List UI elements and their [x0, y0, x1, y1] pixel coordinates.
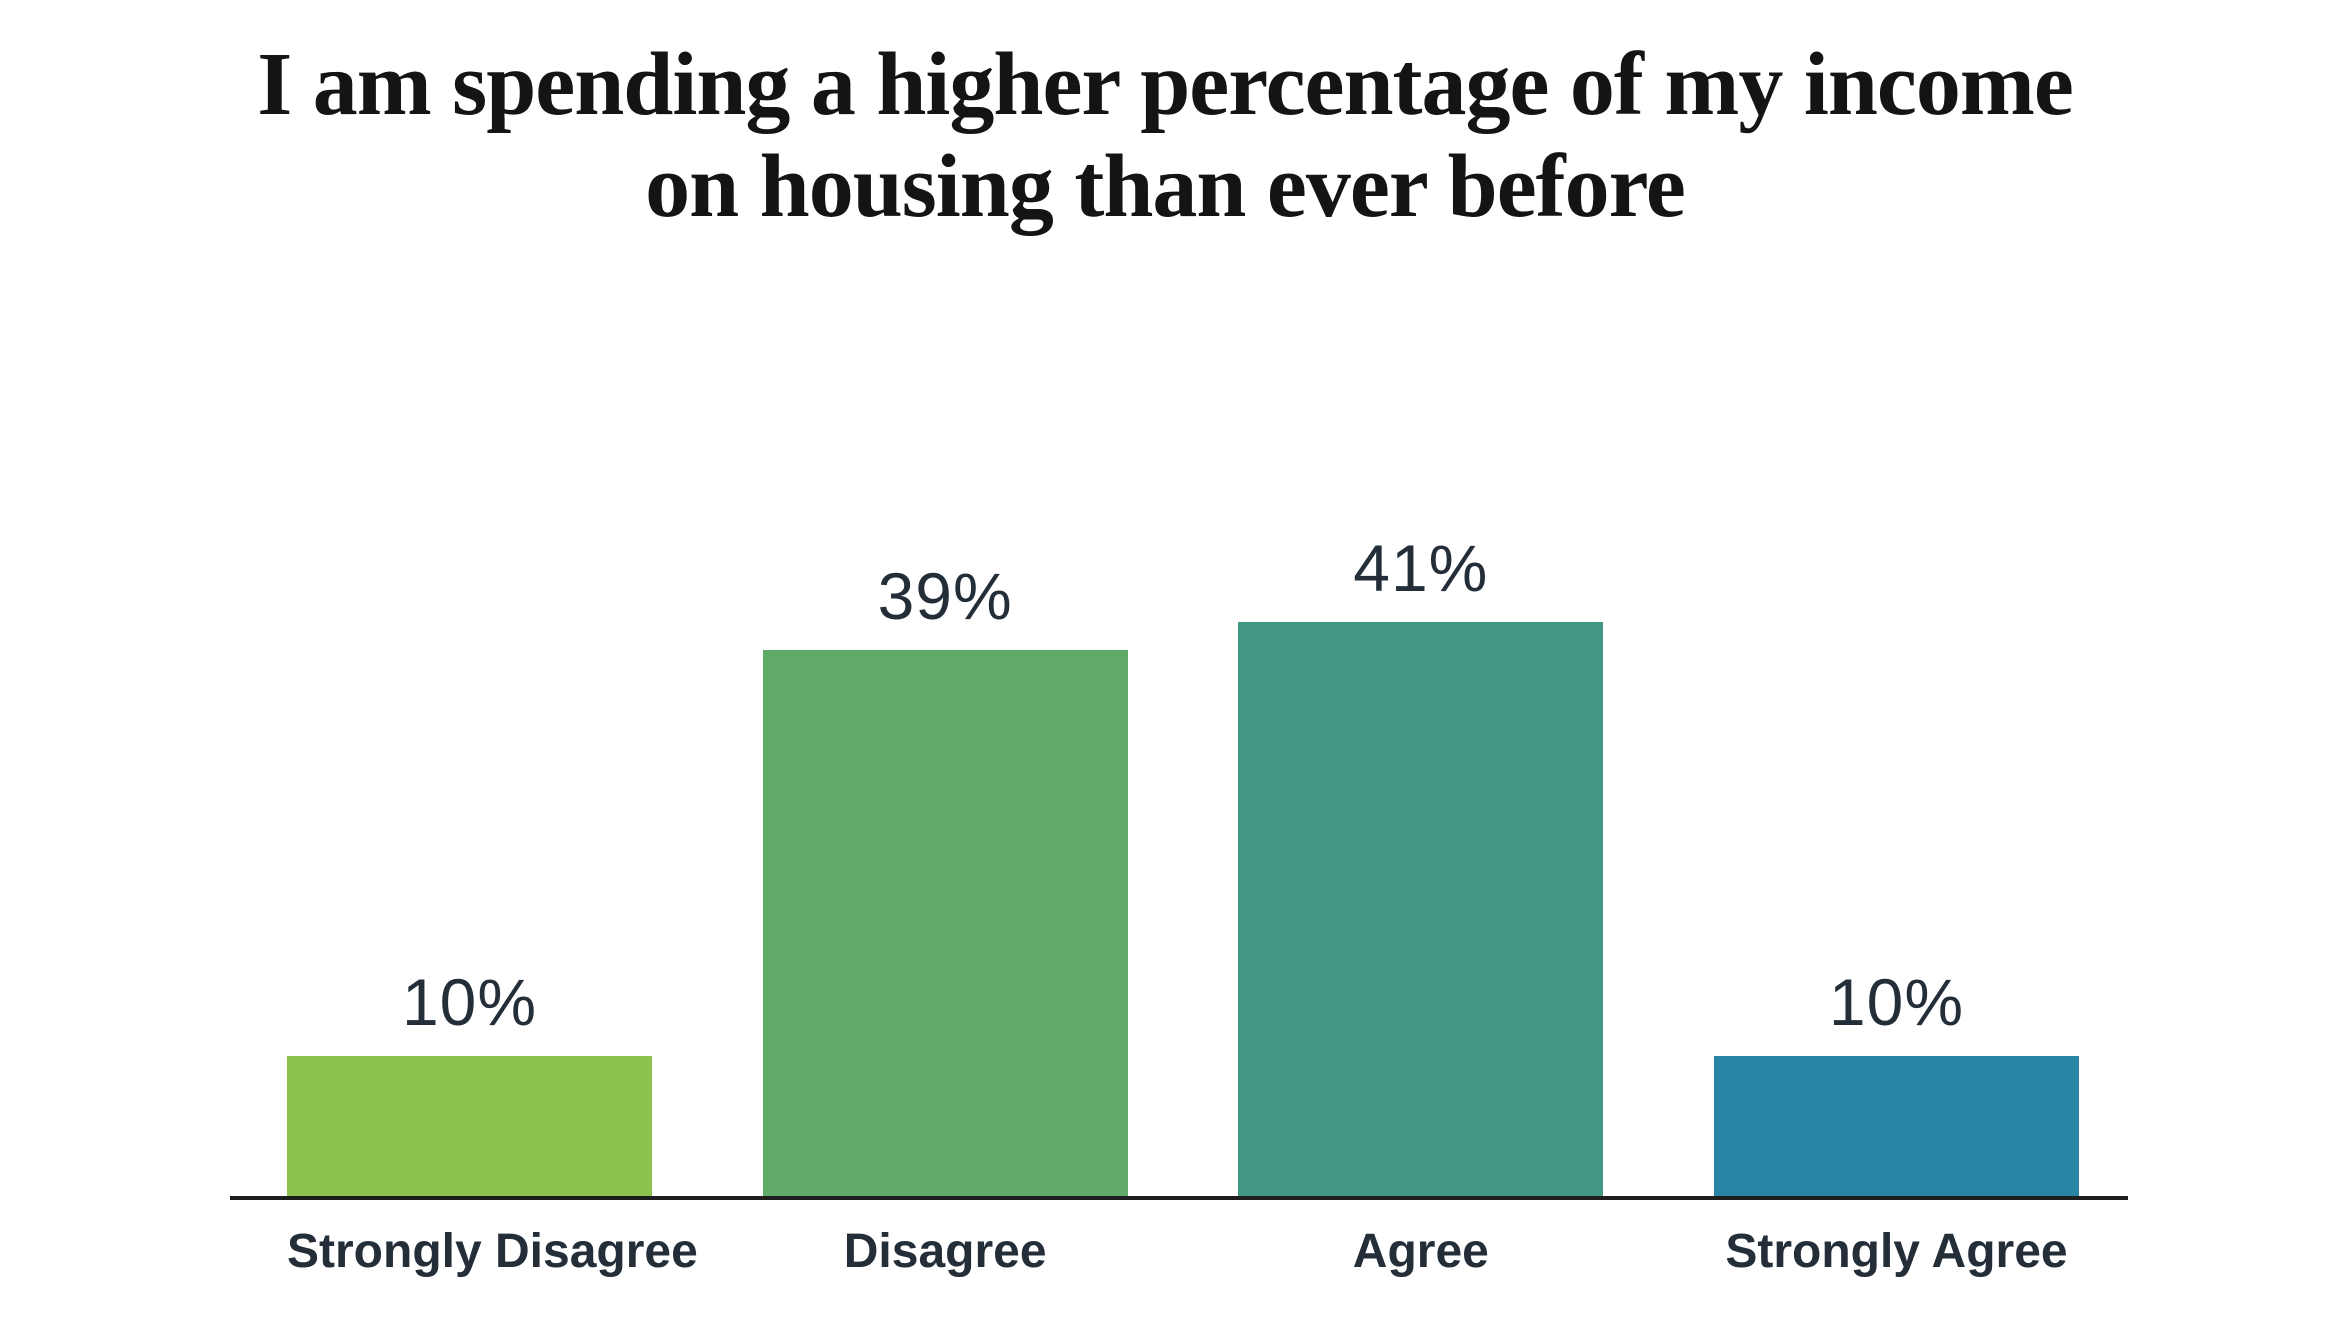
bar-value-label: 10%	[1828, 965, 1965, 1039]
chart-title-line-2: on housing than ever before	[645, 137, 1686, 236]
bar-column: 10%	[287, 964, 652, 1196]
chart-title: I am spending a higher percentage of my …	[0, 34, 2330, 238]
bar-value-label: 10%	[401, 965, 538, 1039]
x-axis-line	[230, 1196, 2128, 1200]
chart-title-line-1: I am spending a higher percentage of my …	[257, 35, 2074, 134]
bar-category-label: Disagree	[843, 1225, 1047, 1278]
bar-value-label: 41%	[1353, 531, 1489, 605]
bar-column: 39%	[762, 558, 1128, 1196]
bar	[762, 650, 1128, 1196]
category-labels-row: Strongly Disagree Disagree Agree Strongly A…	[230, 1224, 2128, 1279]
bar-category-label: Strongly Agree	[1725, 1225, 2068, 1278]
bar-chart: 10% 39% 41% 10% Strongly Disagree Disagree Ag…	[230, 496, 2128, 1279]
bar	[287, 1056, 652, 1196]
bar-column: 10%	[1713, 964, 2079, 1196]
bar-column: 41%	[1238, 530, 1604, 1196]
bar	[1238, 622, 1604, 1196]
bar-category-label: Agree	[1352, 1225, 1489, 1278]
bar-value-label: 39%	[877, 559, 1013, 633]
bar	[1713, 1056, 2079, 1196]
bars-row: 10% 39% 41% 10%	[230, 496, 2128, 1196]
bar-category-label: Strongly Disagree	[287, 1225, 698, 1278]
